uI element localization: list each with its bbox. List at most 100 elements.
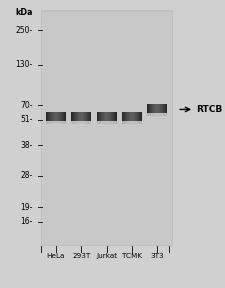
Bar xyxy=(112,121,113,124)
Bar xyxy=(158,104,159,113)
Bar xyxy=(76,112,77,121)
Bar xyxy=(41,10,173,246)
Bar xyxy=(84,121,85,124)
Bar xyxy=(108,112,109,121)
Bar xyxy=(58,112,59,121)
Bar xyxy=(158,113,159,116)
Bar xyxy=(166,113,167,116)
Bar xyxy=(49,112,50,121)
Bar xyxy=(154,104,155,113)
Bar xyxy=(111,112,112,121)
Bar xyxy=(72,112,73,121)
Bar xyxy=(165,104,166,113)
Bar xyxy=(74,112,75,121)
Bar xyxy=(162,113,163,116)
Bar xyxy=(148,113,149,116)
Bar xyxy=(87,121,88,124)
Text: HeLa: HeLa xyxy=(47,253,65,259)
Bar xyxy=(89,112,90,121)
Bar xyxy=(108,121,109,124)
Bar xyxy=(62,121,63,124)
Bar xyxy=(129,112,130,121)
Bar xyxy=(162,104,163,113)
Bar xyxy=(147,104,148,113)
Bar xyxy=(130,112,131,121)
Bar xyxy=(166,104,167,113)
Bar xyxy=(138,121,139,124)
Bar xyxy=(152,104,153,113)
Bar xyxy=(125,121,126,124)
Bar xyxy=(47,112,48,121)
Bar xyxy=(135,112,136,121)
Bar xyxy=(151,104,152,113)
Bar xyxy=(88,121,89,124)
Bar xyxy=(101,112,102,121)
Bar xyxy=(151,113,152,116)
Bar xyxy=(136,112,137,121)
Bar xyxy=(51,112,52,121)
Bar xyxy=(106,121,107,124)
Text: RTCB: RTCB xyxy=(196,105,223,114)
Bar xyxy=(135,121,136,124)
Bar xyxy=(110,112,111,121)
Bar xyxy=(86,112,87,121)
Bar xyxy=(85,112,86,121)
Bar xyxy=(159,104,160,113)
Bar xyxy=(140,112,141,121)
Bar xyxy=(64,112,65,121)
Bar xyxy=(130,121,131,124)
Bar xyxy=(139,121,140,124)
Bar xyxy=(90,121,91,124)
Bar xyxy=(103,112,104,121)
Bar xyxy=(134,112,135,121)
Bar xyxy=(63,121,64,124)
Text: 19-: 19- xyxy=(20,203,33,212)
Bar xyxy=(106,121,107,124)
Bar xyxy=(85,121,86,124)
Bar xyxy=(153,104,154,113)
Bar xyxy=(105,121,106,124)
Bar xyxy=(54,112,55,121)
Bar xyxy=(56,121,57,124)
Bar xyxy=(56,112,57,121)
Bar xyxy=(59,112,60,121)
Bar xyxy=(74,121,75,124)
Bar xyxy=(147,113,148,116)
Bar xyxy=(148,104,149,113)
Bar xyxy=(137,121,138,124)
Bar xyxy=(81,121,82,124)
Bar xyxy=(141,112,142,121)
Bar xyxy=(82,121,83,124)
Bar xyxy=(65,121,66,124)
Bar xyxy=(42,12,172,245)
Bar xyxy=(126,112,127,121)
Bar xyxy=(76,112,77,121)
Bar xyxy=(99,112,100,121)
Bar xyxy=(157,113,158,116)
Bar xyxy=(75,112,76,121)
Bar xyxy=(122,112,123,121)
Bar xyxy=(83,121,84,124)
Bar xyxy=(58,121,59,124)
Bar xyxy=(51,112,52,121)
Bar xyxy=(139,112,140,121)
Text: 38-: 38- xyxy=(20,141,33,150)
Bar xyxy=(81,112,82,121)
Bar xyxy=(123,112,124,121)
Bar xyxy=(106,112,107,121)
Bar xyxy=(150,113,151,116)
Bar xyxy=(48,112,49,121)
Bar xyxy=(50,121,51,124)
Bar xyxy=(58,112,59,121)
Bar xyxy=(106,112,107,121)
Bar xyxy=(103,121,104,124)
Bar xyxy=(110,121,111,124)
Bar xyxy=(74,112,75,121)
Bar xyxy=(46,121,47,124)
Bar xyxy=(164,104,165,113)
Bar xyxy=(88,112,89,121)
Bar xyxy=(128,112,129,121)
Bar xyxy=(51,121,52,124)
Bar xyxy=(77,121,78,124)
Bar xyxy=(78,112,79,121)
